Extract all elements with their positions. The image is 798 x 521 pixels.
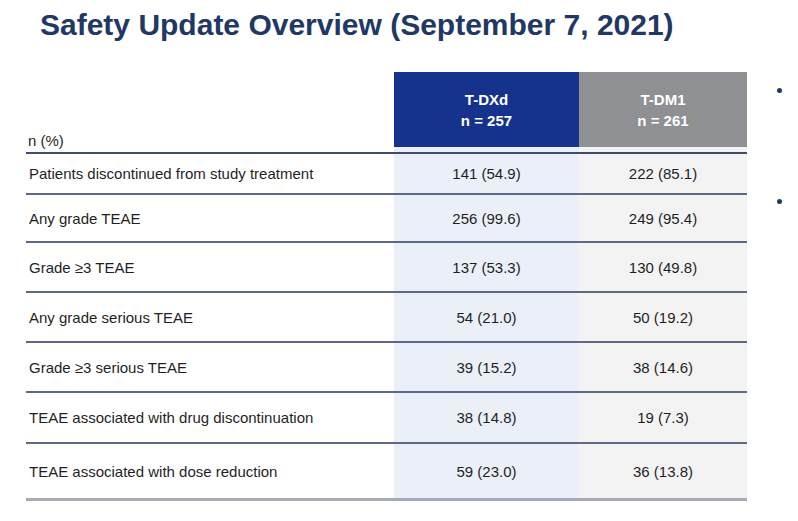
bullet-icon: [777, 88, 782, 93]
tdxd-column-name: T-DXd: [465, 89, 508, 110]
row-label: Any grade TEAE: [26, 195, 394, 241]
header-label-cell: n (%): [26, 72, 394, 152]
table-row: Grade ≥3 serious TEAE 39 (15.2) 38 (14.6…: [26, 343, 747, 393]
row-label: Grade ≥3 TEAE: [26, 243, 394, 291]
tdm1-value: 249 (95.4): [579, 195, 747, 241]
tdxd-value: 256 (99.6): [394, 195, 579, 241]
table-header-row: n (%) T-DXd n = 257 T-DM1 n = 261: [26, 72, 747, 154]
n-percent-label: n (%): [28, 132, 64, 149]
tdm1-header-block: T-DM1 n = 261: [579, 72, 747, 147]
table-row: TEAE associated with dose reduction 59 (…: [26, 444, 747, 501]
tdm1-value: 19 (7.3): [579, 393, 747, 442]
row-label: Any grade serious TEAE: [26, 293, 394, 341]
tdxd-value: 59 (23.0): [394, 444, 579, 498]
row-label: TEAE associated with drug discontinuatio…: [26, 393, 394, 442]
slide-title: Safety Update Overview (September 7, 202…: [40, 8, 674, 42]
tdm1-value: 50 (19.2): [579, 293, 747, 341]
row-label: Grade ≥3 serious TEAE: [26, 343, 394, 391]
table-row: Any grade TEAE 256 (99.6) 249 (95.4): [26, 195, 747, 243]
safety-table: n (%) T-DXd n = 257 T-DM1 n = 261 Patien…: [26, 72, 747, 501]
tdxd-value: 141 (54.9): [394, 154, 579, 193]
tdxd-value: 39 (15.2): [394, 343, 579, 391]
tdm1-value: 36 (13.8): [579, 444, 747, 498]
column-header-tdm1: T-DM1 n = 261: [579, 72, 747, 152]
column-header-tdxd: T-DXd n = 257: [394, 72, 579, 152]
row-label: Patients discontinued from study treatme…: [26, 154, 394, 193]
tdxd-value: 137 (53.3): [394, 243, 579, 291]
bullet-icon: [777, 199, 782, 204]
tdxd-value: 54 (21.0): [394, 293, 579, 341]
tdxd-value: 38 (14.8): [394, 393, 579, 442]
tdxd-header-block: T-DXd n = 257: [394, 72, 579, 147]
tdm1-value: 38 (14.6): [579, 343, 747, 391]
table-row: Patients discontinued from study treatme…: [26, 154, 747, 195]
table-row: Any grade serious TEAE 54 (21.0) 50 (19.…: [26, 293, 747, 343]
tdm1-column-n: n = 261: [637, 110, 688, 131]
tdm1-column-name: T-DM1: [641, 89, 686, 110]
table-row: TEAE associated with drug discontinuatio…: [26, 393, 747, 444]
slide: Safety Update Overview (September 7, 202…: [0, 0, 798, 521]
tdm1-value: 222 (85.1): [579, 154, 747, 193]
tdxd-column-n: n = 257: [461, 110, 512, 131]
tdm1-value: 130 (49.8): [579, 243, 747, 291]
table-row: Grade ≥3 TEAE 137 (53.3) 130 (49.8): [26, 243, 747, 293]
row-label: TEAE associated with dose reduction: [26, 444, 394, 498]
